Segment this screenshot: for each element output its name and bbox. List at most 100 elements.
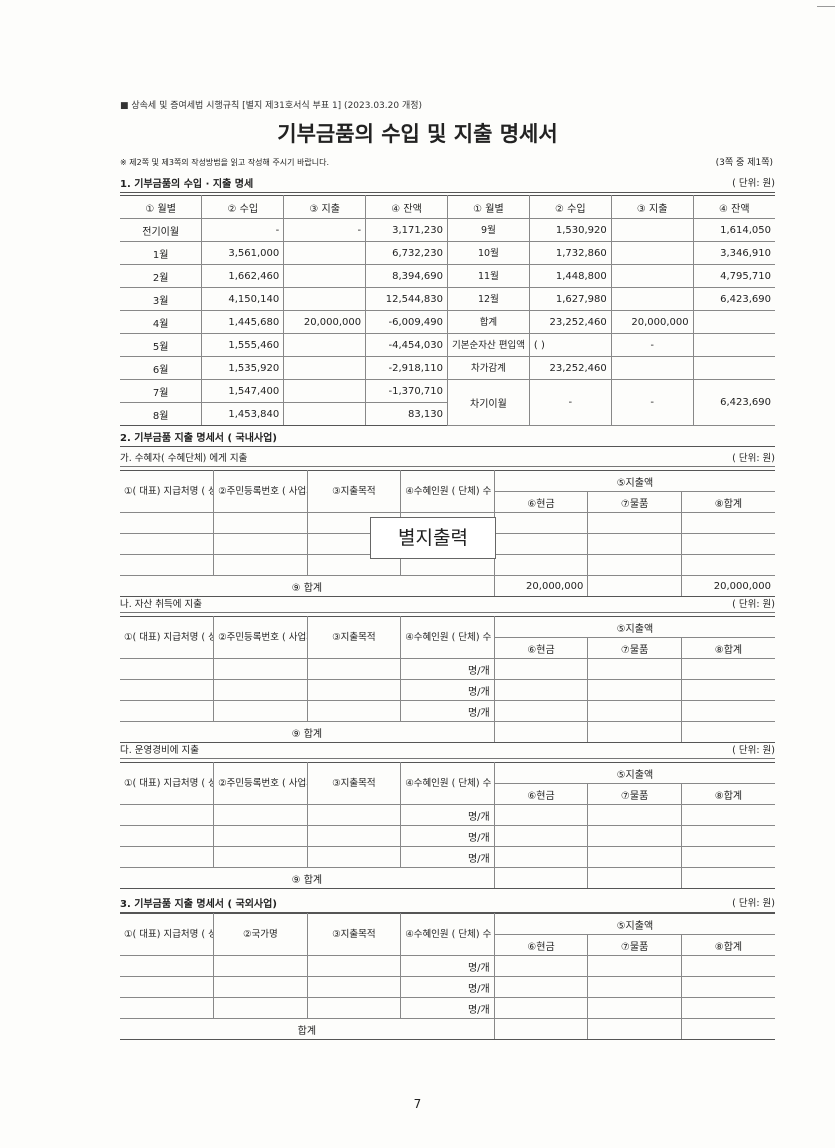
table-cell: 8월 (120, 402, 203, 426)
input-cell (120, 533, 215, 555)
instruction-note: ※ 제2쪽 및 제3쪽의 작성방법을 읽고 작성해 주시기 바랍니다. (120, 158, 330, 167)
table-row: 명/개 (120, 997, 775, 1019)
table-row: 전기이월 - -3,171,230 9월 1,530,920 1,614,050 (120, 218, 775, 242)
table-cell: 23,252,460 (528, 310, 612, 334)
input-cell (493, 997, 589, 1019)
unit-label: ( 단위: 원) (732, 178, 775, 189)
table-cell: 4,795,710 (692, 264, 775, 288)
column-header: ⑤지출액 (493, 616, 775, 638)
input-cell (306, 997, 402, 1019)
input-cell (680, 512, 775, 534)
table-row: 명/개 (120, 976, 775, 998)
table-cell: 12,544,830 (365, 287, 448, 311)
scan-mark (817, 6, 835, 7)
input-cell (493, 533, 589, 555)
input-cell (493, 700, 589, 722)
input-cell: 명/개 (400, 700, 495, 722)
table-cell (610, 287, 694, 311)
column-header: ③지출목적 (306, 616, 402, 659)
column-header: ⑥현금 (494, 491, 589, 513)
table-cell: 1,555,460 (201, 333, 285, 357)
table-cell (493, 1018, 589, 1040)
column-header: ③ 지출 (610, 195, 694, 219)
table-row: 합계 (120, 1018, 775, 1040)
input-cell: 명/개 (400, 825, 495, 847)
table-row: 5월 1,555,460 -4,454,030 기본순자산 편입액( ) - (120, 333, 775, 357)
input-cell (306, 955, 402, 977)
input-cell (213, 846, 308, 868)
regulation-reference: ■ 상속세 및 증여세법 시행규칙 [별지 제31호서식 부표 1] (2023… (120, 101, 423, 111)
input-cell (213, 533, 308, 555)
input-cell (680, 976, 775, 998)
input-cell (213, 512, 308, 534)
column-header: ⑧합계 (680, 637, 775, 659)
input-cell: 명/개 (400, 955, 495, 977)
table-cell: 11월 (447, 264, 530, 288)
input-cell (120, 658, 215, 680)
input-cell (493, 554, 589, 576)
table-cell: - (610, 379, 694, 426)
table-row: ⑥현금 ⑦물품 ⑧합계 (120, 491, 775, 513)
input-cell (120, 997, 215, 1019)
input-cell (587, 512, 682, 534)
section1-title: 1. 기부금품의 수입 · 지출 명세( 단위: 원) (120, 175, 775, 193)
table-row: 명/개 (120, 825, 775, 847)
table-row: ⑨ 합계 (120, 721, 775, 743)
table-row: 7월 1,547,400 -1,370,710 차기이월 - -6,423,690 (120, 379, 775, 426)
column-header: ⑧합계 (680, 934, 775, 956)
input-cell (493, 679, 589, 701)
input-cell (493, 658, 589, 680)
input-cell (680, 804, 775, 826)
page-of-label: (3쪽 중 제1쪽) (715, 158, 773, 168)
column-header: ⑤지출액 (493, 470, 775, 492)
input-cell (306, 679, 402, 701)
table-cell: 3,171,230 (365, 218, 448, 242)
table-cell: 4,150,140 (201, 287, 285, 311)
input-cell (680, 825, 775, 847)
column-header: ②주민등록번호 ( 사업자등록번호) (213, 762, 308, 805)
total-label: 합계 (120, 1018, 495, 1040)
table-cell: 6월 (120, 356, 203, 380)
column-header: ③지출목적 (306, 762, 402, 805)
input-cell: 명/개 (400, 997, 495, 1019)
input-cell (213, 804, 308, 826)
total-label: ⑨ 합계 (120, 721, 495, 743)
table-cell (692, 310, 775, 334)
input-cell (680, 846, 775, 868)
input-cell (493, 976, 589, 998)
input-cell (493, 512, 589, 534)
table-cell: 6,732,230 (365, 241, 448, 265)
table-cell: 9월 (447, 218, 530, 242)
column-header: ⑤지출액 (493, 762, 775, 784)
table-row: ⑨ 합계 20,000,000 20,000,000 (120, 575, 775, 597)
table-cell: -1,370,710 (365, 379, 448, 403)
column-header: ⑤지출액 (493, 913, 775, 935)
input-cell (587, 846, 682, 868)
table-cell: - (610, 333, 694, 357)
input-cell (587, 825, 682, 847)
table-cell: 4월 (120, 310, 203, 334)
input-cell (120, 512, 215, 534)
column-header: ③ 지출 (283, 195, 367, 219)
table-cell: -4,454,030 (365, 333, 448, 357)
table-cell (680, 721, 775, 743)
section2-title: 2. 기부금품 지출 명세서 ( 국내사업) (120, 429, 775, 447)
page-number: 7 (413, 1097, 422, 1111)
table-cell: 1,535,920 (201, 356, 285, 380)
input-cell (213, 825, 308, 847)
column-header: ④수혜인원 ( 단체) 수 (400, 762, 495, 805)
table-row: ①( 대표) 지급처명 ( 성명 / 단체명)②주민등록번호 ( 사업자등록번호… (120, 762, 775, 805)
table-cell: ( ) (528, 333, 612, 357)
column-header: ③지출목적 (306, 913, 402, 956)
table-row: 4월 1,445,680 20,000,000 -6,009,490 합계 23,252,… (120, 310, 775, 334)
input-cell (587, 679, 682, 701)
column-header: ⑦물품 (587, 637, 682, 659)
total-label: ⑨ 합계 (120, 867, 495, 889)
table-cell: 8,394,690 (365, 264, 448, 288)
table-cell: 전기이월 (120, 218, 203, 242)
input-cell (587, 533, 682, 555)
input-cell (306, 700, 402, 722)
table-cell: 3월 (120, 287, 203, 311)
